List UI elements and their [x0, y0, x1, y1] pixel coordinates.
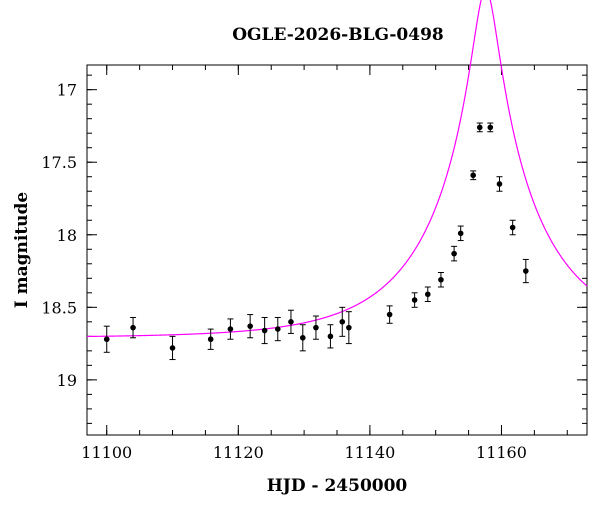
data-point — [130, 324, 136, 331]
data-point — [438, 276, 444, 283]
x-tick-label: 11100 — [81, 443, 132, 462]
x-tick-labels: 11100 11120 11140 11160 — [81, 443, 527, 462]
minor-ticks — [87, 65, 587, 435]
y-tick-label: 18 — [57, 226, 77, 245]
data-point — [227, 326, 234, 332]
x-tick-label: 11120 — [213, 443, 264, 462]
data-point — [274, 326, 281, 332]
data-point — [476, 124, 483, 131]
x-tick-label: 11160 — [476, 443, 527, 462]
error-bars — [103, 122, 529, 361]
data-point — [346, 324, 352, 331]
data-point — [470, 172, 476, 179]
data-point — [339, 319, 346, 325]
data-point — [509, 224, 516, 231]
data-point — [411, 297, 418, 303]
data-point — [451, 250, 457, 257]
y-tick-label: 17 — [57, 81, 77, 100]
data-point — [299, 334, 306, 341]
data-point — [424, 291, 431, 298]
y-axis-label: I magnitude — [12, 192, 32, 309]
x-axis-label: HJD - 2450000 — [267, 476, 408, 496]
data-point — [247, 323, 253, 329]
data-point — [288, 319, 294, 325]
data-point — [523, 268, 529, 274]
data-point — [487, 124, 494, 131]
data-points — [103, 124, 529, 351]
y-tick-label: 19 — [57, 371, 77, 390]
plot-frame — [86, 64, 588, 436]
data-point — [457, 230, 464, 237]
data-point — [386, 311, 393, 318]
model-curve — [87, 0, 588, 338]
x-tick-label: 11140 — [344, 443, 395, 462]
data-point — [313, 324, 319, 331]
major-ticks — [87, 65, 587, 435]
data-point — [496, 181, 503, 187]
data-point — [327, 333, 334, 340]
data-point — [103, 336, 110, 343]
data-point — [169, 345, 176, 351]
y-tick-label: 17.5 — [41, 153, 77, 172]
y-tick-label: 18.5 — [41, 298, 77, 317]
y-tick-labels: 17 17.5 18 18.5 19 — [41, 81, 77, 390]
data-point — [207, 336, 214, 343]
chart-title: OGLE-2026-BLG-0498 — [232, 25, 444, 45]
data-point — [261, 327, 268, 334]
